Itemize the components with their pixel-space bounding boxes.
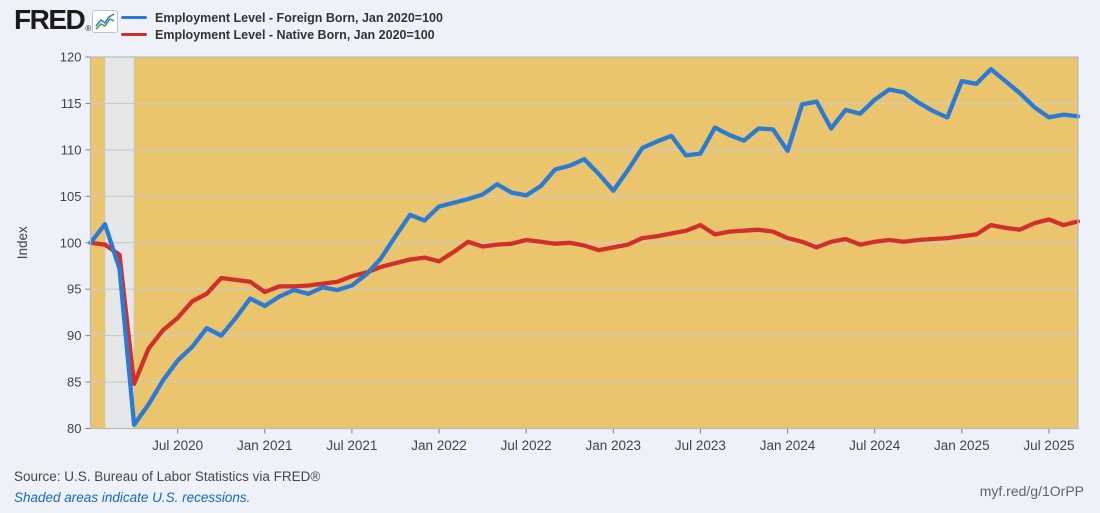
sparkline-chart-icon — [92, 10, 118, 33]
legend: Employment Level - Foreign Born, Jan 202… — [121, 9, 443, 43]
x-tick-label: Jan 2022 — [411, 438, 467, 453]
plot-border — [89, 56, 1079, 430]
legend-line-swatch — [121, 32, 147, 37]
x-tick-label: Jul 2020 — [152, 438, 203, 453]
x-tick-label: Jul 2025 — [1023, 438, 1074, 453]
fred-logo-text: FRED — [14, 4, 86, 35]
y-tick-label: 100 — [60, 235, 82, 250]
fred-logo[interactable]: FRED ® — [14, 6, 91, 34]
x-tick-label: Jan 2023 — [586, 438, 642, 453]
x-tick-label: Jul 2023 — [675, 438, 726, 453]
y-tick-label: 80 — [67, 421, 81, 436]
x-tick-label: Jan 2025 — [934, 438, 990, 453]
native-born-line — [88, 217, 1081, 387]
y-tick-label: 110 — [61, 142, 82, 157]
y-tick-label: 85 — [67, 375, 81, 390]
legend-item-1: Employment Level - Native Born, Jan 2020… — [121, 26, 443, 43]
recession-note-link[interactable]: Shaded areas indicate U.S. recessions. — [14, 490, 251, 505]
source-text: Source: U.S. Bureau of Labor Statistics … — [14, 469, 321, 484]
y-tick-label: 120 — [60, 50, 82, 65]
legend-label: Employment Level - Foreign Born, Jan 202… — [155, 10, 443, 25]
x-tick-label: Jul 2021 — [326, 438, 377, 453]
legend-line-swatch — [121, 15, 147, 20]
x-tick-label: Jul 2022 — [501, 438, 552, 453]
x-tick-label: Jan 2024 — [760, 438, 816, 453]
y-tick-label: 95 — [67, 282, 81, 297]
y-tick-label: 115 — [61, 96, 82, 111]
y-tick-label: 90 — [67, 328, 81, 343]
registered-trademark-icon: ® — [85, 24, 92, 33]
y-tick-label: 105 — [60, 189, 82, 204]
foreign-born-line — [88, 66, 1081, 427]
short-url-link[interactable]: myf.red/g/1OrPP — [979, 483, 1084, 499]
x-tick-label: Jul 2024 — [849, 438, 901, 453]
legend-item-0: Employment Level - Foreign Born, Jan 202… — [121, 9, 443, 26]
x-tick-label: Jan 2021 — [237, 438, 293, 453]
legend-label: Employment Level - Native Born, Jan 2020… — [155, 27, 435, 42]
y-axis-title: Index — [15, 226, 30, 259]
